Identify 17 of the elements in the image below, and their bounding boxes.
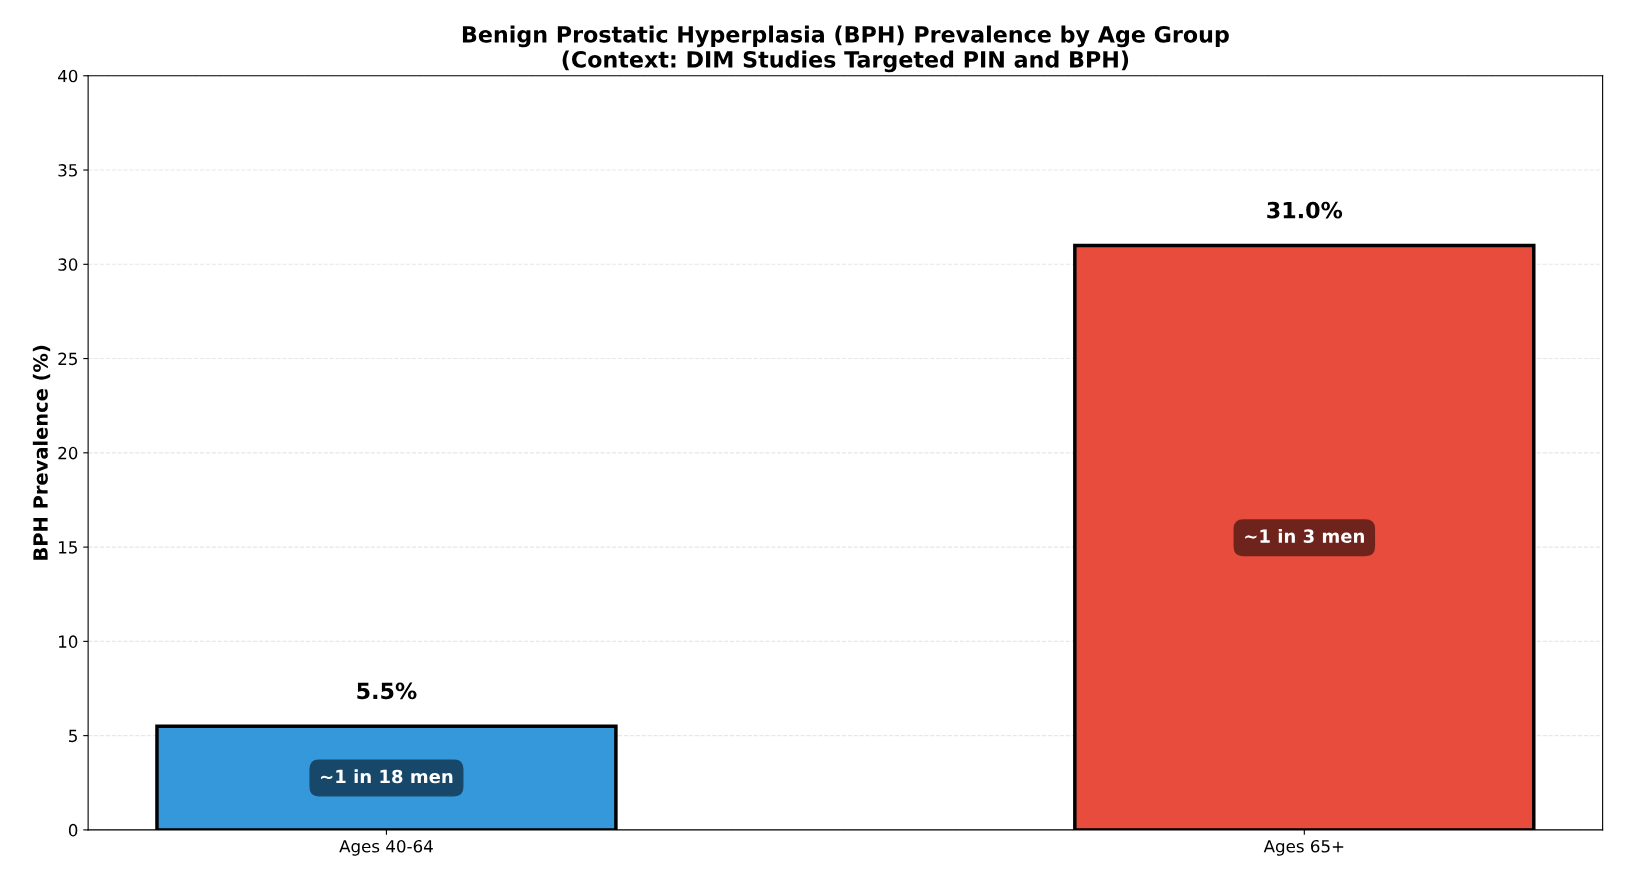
data-label: 5.5% xyxy=(357,682,417,700)
data-label: 31.0% xyxy=(1267,201,1343,219)
y-axis-title: BPH Prevalence (%) xyxy=(32,345,51,560)
y-tick-label: 40 xyxy=(58,69,78,83)
y-tick-label: 0 xyxy=(68,823,78,837)
annotation: ~1 in 18 men xyxy=(321,769,453,784)
y-tick-label: 5 xyxy=(69,729,77,743)
x-tick-label: Ages 65+ xyxy=(1263,839,1344,856)
x-tick-label: Ages 40-64 xyxy=(339,839,433,856)
y-tick-label: 20 xyxy=(58,446,78,460)
y-tick-label: 15 xyxy=(59,541,77,554)
y-tick-label: 30 xyxy=(58,258,78,271)
y-tick-label: 10 xyxy=(59,635,78,648)
y-tick-label: 25 xyxy=(58,352,77,366)
y-tick-label: 35 xyxy=(58,164,77,177)
chart-title: Benign Prostatic Hyperplasia (BPH) Prevalence by Age Group (Context: DIM Studies Targeted PIN and BPH) xyxy=(462,25,1229,73)
annotation: ~1 in 3 men xyxy=(1245,528,1364,543)
